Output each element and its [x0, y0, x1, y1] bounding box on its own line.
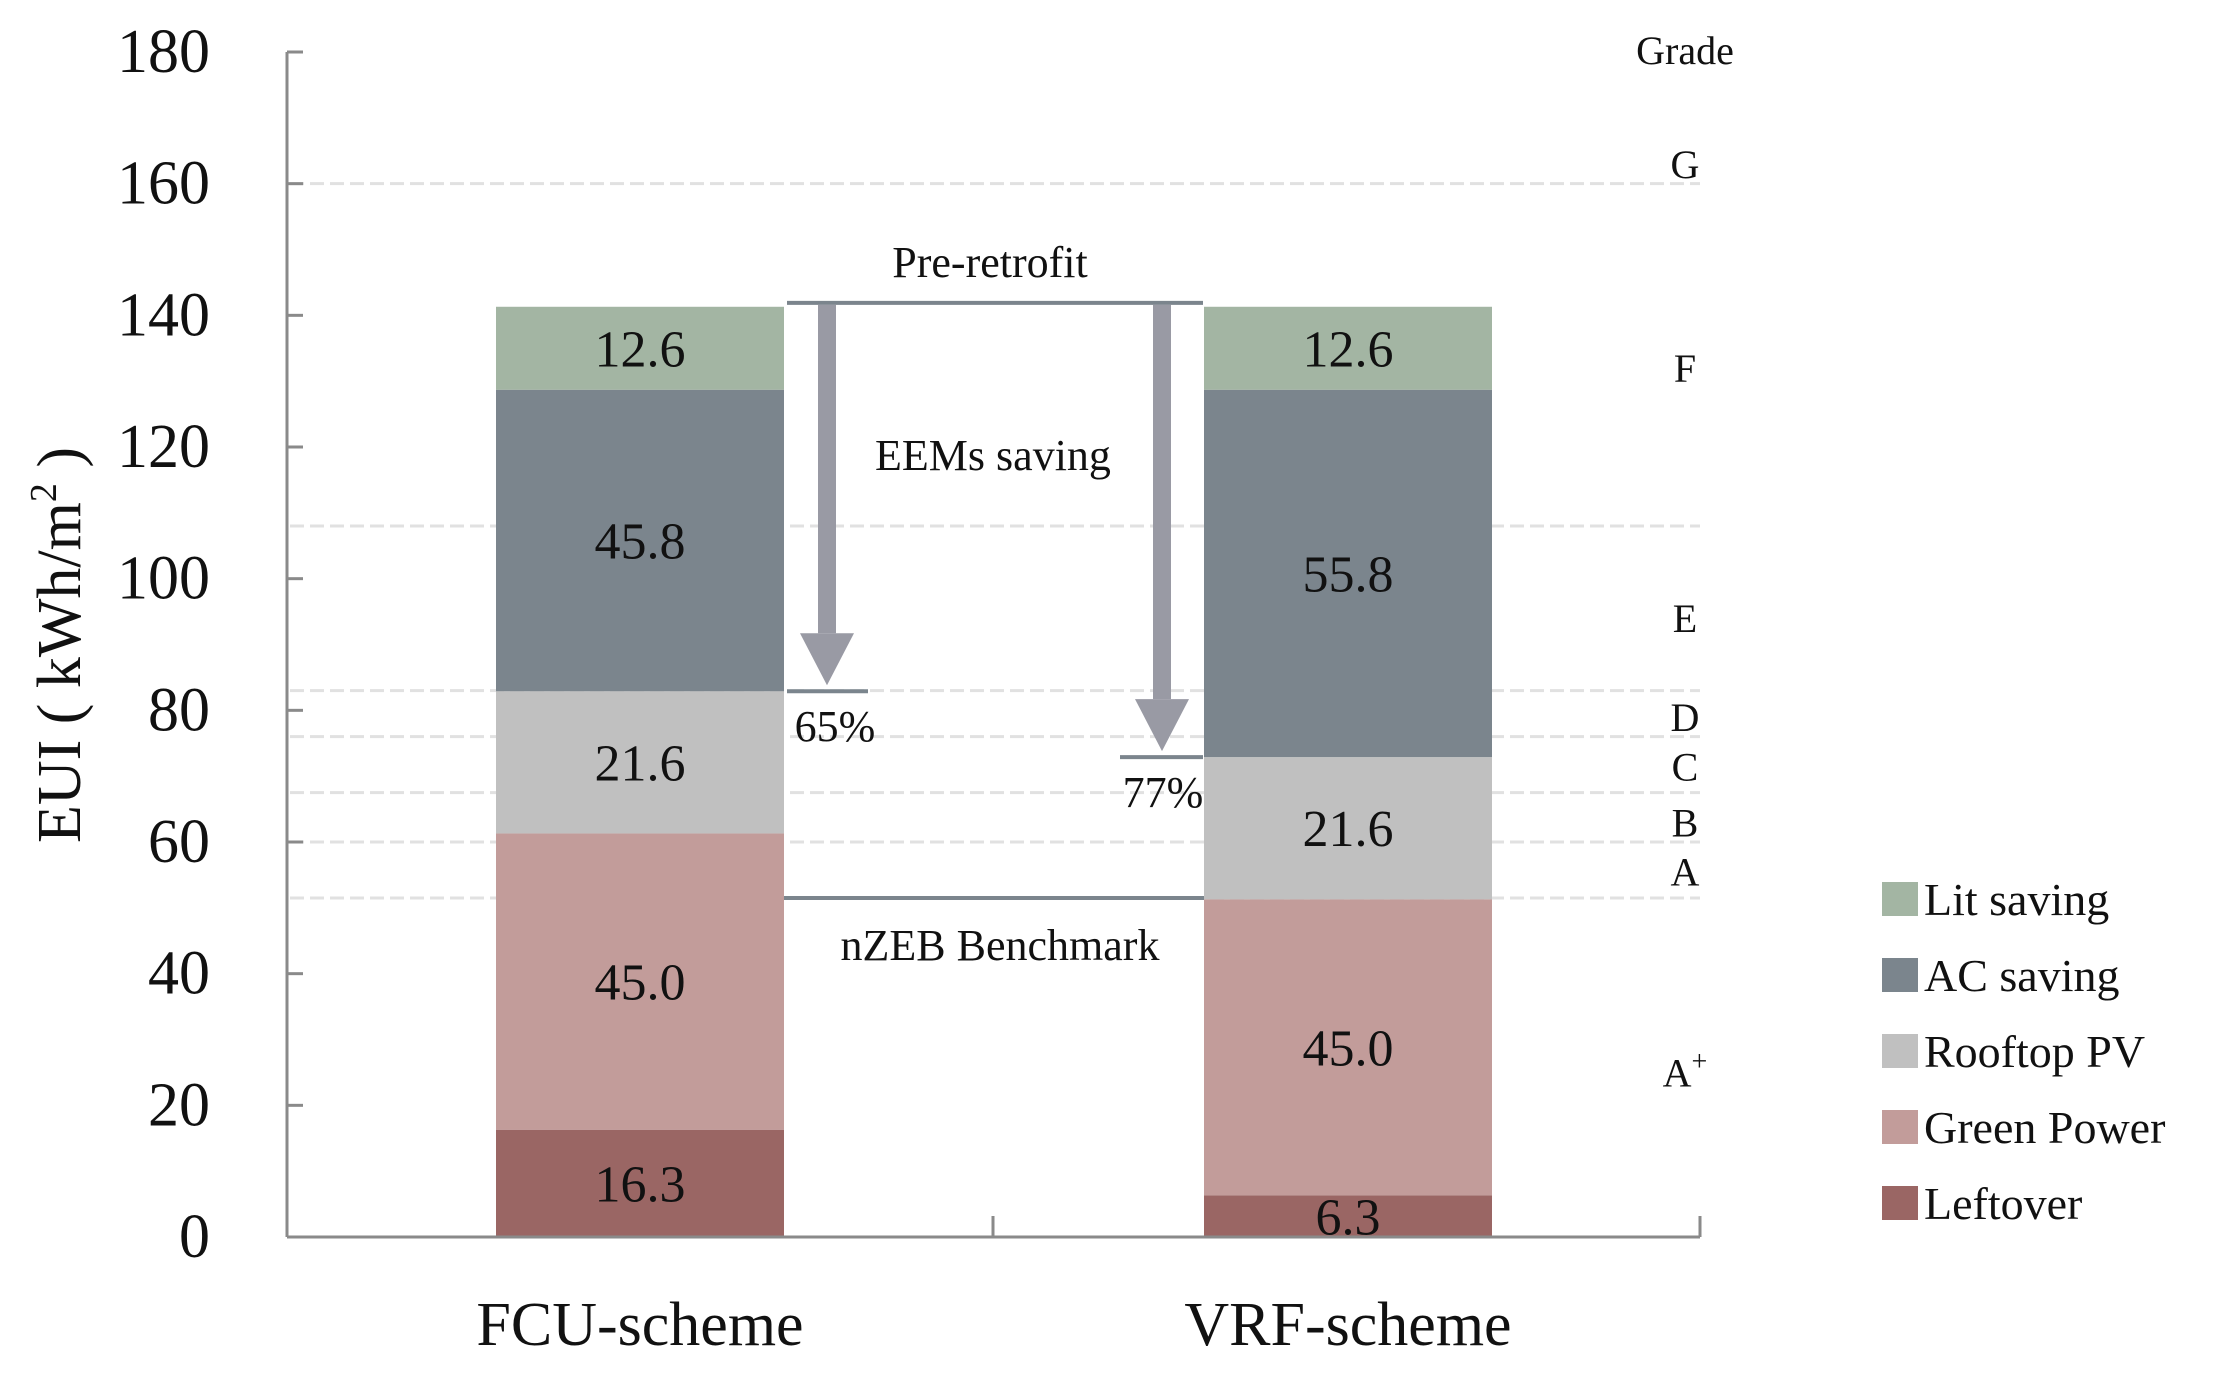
bar-label-fcu-scheme-leftover: 16.3 [595, 1156, 686, 1213]
legend-swatch-green-power [1882, 1110, 1918, 1144]
category-label-vrf-scheme: VRF-scheme [1184, 1291, 1511, 1359]
legend-label-rooftop-pv: Rooftop PV [1924, 1026, 2145, 1077]
legend: Lit saving AC saving Rooftop PV Green Power… [1882, 874, 2165, 1229]
y-axis-title-main: EUI ( kWh/m [26, 502, 94, 843]
bar-fcu-scheme-ac-saving [496, 389, 784, 692]
grade-label-7: A+ [1663, 1046, 1708, 1095]
grade-letter-5: B [1672, 800, 1699, 845]
y-axis-title-close: ) [26, 447, 94, 483]
grade-label-1: F [1674, 346, 1696, 391]
bar-vrf-scheme-green-power [1204, 899, 1492, 1196]
legend-swatch-rooftop-pv [1882, 1034, 1918, 1068]
fcu-saving-arrow-shaft [818, 304, 836, 634]
bar-label-fcu-scheme-ac-saving: 45.8 [595, 513, 686, 570]
bar-fcu-scheme-leftover [496, 1129, 784, 1237]
bar-label-vrf-scheme-rooftop-pv: 21.6 [1303, 801, 1394, 858]
grade-letter-0: G [1671, 142, 1700, 187]
vrf-saving-arrow-head [1135, 699, 1189, 752]
grade-label-6: A [1671, 850, 1700, 895]
y-tick-label-40: 40 [148, 940, 210, 1008]
y-tick-label-180: 180 [117, 18, 210, 86]
category-labels: FCU-scheme VRF-scheme [476, 1291, 1511, 1359]
bar-vrf-scheme-rooftop-pv [1204, 757, 1492, 900]
grade-label-5: B [1672, 800, 1699, 845]
y-tick-label-160: 160 [117, 150, 210, 218]
bar-segments: 16.345.021.645.812.66.345.021.655.812.6 [496, 306, 1492, 1246]
pre-retrofit-label: Pre-retrofit [892, 238, 1087, 287]
grade-letter-1: F [1674, 346, 1696, 391]
y-axis-title: EUI ( kWh/m2 ) [23, 447, 94, 843]
grade-letter-6: A [1671, 850, 1700, 895]
category-label-fcu-scheme: FCU-scheme [476, 1291, 803, 1359]
legend-label-leftover: Leftover [1924, 1178, 2082, 1229]
bar-label-fcu-scheme-lit-saving: 12.6 [595, 321, 686, 378]
legend-label-ac-saving: AC saving [1924, 950, 2120, 1001]
bar-label-vrf-scheme-lit-saving: 12.6 [1303, 321, 1394, 378]
fcu-percent-label: 65% [795, 702, 876, 751]
fcu-saving-arrow-head [800, 633, 854, 686]
grade-sup-7: + [1692, 1046, 1708, 1077]
legend-swatch-lit-saving [1882, 882, 1918, 916]
legend-swatch-leftover [1882, 1186, 1918, 1220]
grade-label-4: C [1672, 744, 1699, 789]
y-tick-label-120: 120 [117, 413, 210, 481]
bar-fcu-scheme-rooftop-pv [496, 691, 784, 834]
axes [285, 52, 1702, 1239]
legend-label-lit-saving: Lit saving [1924, 874, 2109, 925]
vrf-saving-arrow-shaft [1153, 304, 1171, 700]
grade-letter-2: E [1673, 596, 1697, 641]
legend-label-green-power: Green Power [1924, 1102, 2165, 1153]
y-tick-label-0: 0 [179, 1203, 210, 1271]
bar-vrf-scheme-lit-saving [1204, 306, 1492, 390]
eems-saving-label: EEMs saving [875, 431, 1111, 480]
y-ticks: 0 20 40 60 80 100 120 140 160 180 [117, 18, 303, 1271]
bar-vrf-scheme-leftover [1204, 1195, 1492, 1237]
grade-title: Grade [1636, 28, 1734, 73]
bar-vrf-scheme-ac-saving [1204, 389, 1492, 758]
y-tick-label-140: 140 [117, 281, 210, 349]
nzeb-benchmark-label: nZEB Benchmark [841, 921, 1160, 970]
grade-label-0: G [1671, 142, 1700, 187]
bar-label-fcu-scheme-green-power: 45.0 [595, 955, 686, 1012]
y-tick-label-80: 80 [148, 676, 210, 744]
bar-fcu-scheme-lit-saving [496, 306, 784, 390]
y-tick-label-20: 20 [148, 1071, 210, 1139]
vrf-percent-label: 77% [1123, 768, 1204, 817]
grade-label-3: D [1671, 695, 1700, 740]
bar-label-vrf-scheme-green-power: 45.0 [1303, 1020, 1394, 1077]
bar-label-vrf-scheme-ac-saving: 55.8 [1303, 546, 1394, 603]
grade-label-2: E [1673, 596, 1697, 641]
y-tick-label-100: 100 [117, 545, 210, 613]
y-tick-label-60: 60 [148, 808, 210, 876]
annotations: Pre-retrofit EEMs saving 65% 77% nZEB Benchm… [784, 238, 1204, 970]
bar-label-fcu-scheme-rooftop-pv: 21.6 [595, 735, 686, 792]
grade-letter-4: C [1672, 744, 1699, 789]
grade-letter-3: D [1671, 695, 1700, 740]
legend-swatch-ac-saving [1882, 958, 1918, 992]
y-axis-title-sup: 2 [23, 483, 65, 502]
grade-letter-7: A [1663, 1050, 1692, 1095]
bar-fcu-scheme-green-power [496, 833, 784, 1130]
